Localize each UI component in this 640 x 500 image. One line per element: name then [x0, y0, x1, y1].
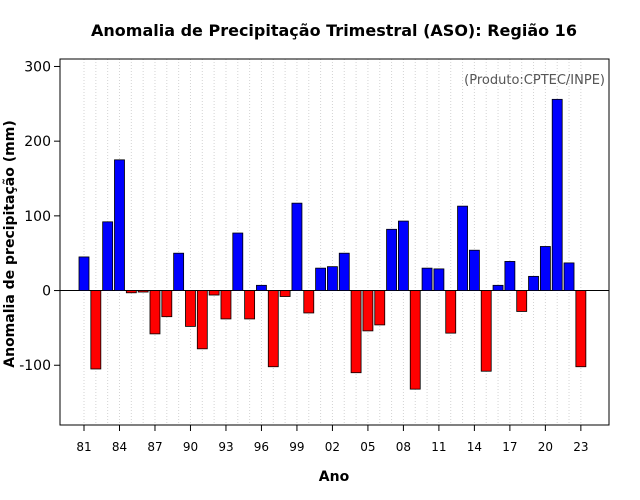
bar-07 [386, 228, 397, 291]
chart-title: Anomalia de Precipitação Trimestral (ASO… [91, 21, 577, 40]
x-axis-label: Ano [319, 469, 350, 485]
bar-84 [114, 159, 125, 291]
bar-05 [362, 290, 374, 332]
bar-94 [232, 232, 244, 291]
x-tick-label: 20 [538, 440, 553, 454]
bar-86 [137, 290, 149, 293]
bar-99 [291, 202, 303, 291]
y-tick-label: 300 [24, 59, 51, 75]
bar-82 [90, 290, 102, 370]
bar-96 [256, 284, 267, 291]
bar-85 [125, 290, 137, 294]
x-tick-label: 87 [147, 440, 162, 454]
y-tick-label: 200 [24, 134, 51, 150]
x-tick-label: 05 [360, 440, 375, 454]
y-tick-label: 0 [42, 284, 51, 300]
bar-20 [539, 246, 551, 291]
x-tick-label: 96 [254, 440, 269, 454]
x-tick-label: 93 [218, 440, 233, 454]
y-tick-label: -100 [19, 358, 51, 374]
bar-15 [480, 290, 492, 372]
bar-08 [398, 220, 409, 291]
bar-01 [315, 267, 327, 291]
x-tick-label: 17 [502, 440, 517, 454]
bar-02 [327, 266, 338, 291]
bar-90 [185, 290, 196, 327]
plot-frame [59, 58, 610, 426]
x-tick-label: 84 [112, 440, 127, 454]
bar-83 [102, 221, 114, 291]
x-tick-label: 14 [467, 440, 482, 454]
bar-95 [244, 290, 256, 320]
bar-06 [374, 290, 386, 326]
bar-98 [279, 290, 291, 297]
bar-19 [528, 275, 539, 291]
bar-88 [161, 290, 173, 318]
bars [78, 98, 587, 390]
x-tick-label: 02 [325, 440, 340, 454]
bar-03 [338, 252, 350, 291]
x-tick-label: 99 [289, 440, 304, 454]
x-axis: 81 84 87 90 93 96 99 02 05 08 11 14 17 20 23 [76, 425, 589, 454]
x-tick-label: 08 [396, 440, 411, 454]
chart-annotation: (Produto:CPTEC/INPE) [464, 73, 605, 88]
bar-91 [196, 290, 208, 350]
bar-93 [220, 290, 232, 320]
bar-09 [409, 290, 421, 390]
bar-14 [468, 249, 480, 291]
bar-12 [445, 290, 457, 334]
grid-lines [83, 59, 582, 425]
x-tick-label: 11 [431, 440, 446, 454]
bar-89 [173, 252, 185, 291]
y-tick-label: 100 [24, 209, 51, 225]
x-tick-label: 90 [183, 440, 198, 454]
bar-18 [516, 290, 528, 312]
bar-97 [267, 290, 279, 368]
x-tick-label: 23 [573, 440, 588, 454]
bar-11 [433, 268, 445, 291]
y-axis-label: Anomalia de precipitação (mm) [2, 120, 18, 367]
bar-22 [563, 262, 575, 291]
bar-00 [303, 290, 315, 314]
bar-21 [551, 98, 563, 291]
bar-04 [350, 290, 362, 374]
y-axis: -100 0 100 200 300 [19, 59, 60, 374]
bar-81 [78, 256, 90, 291]
bar-92 [208, 290, 220, 296]
bar-23 [575, 290, 587, 368]
bar-87 [149, 290, 161, 335]
bar-17 [504, 261, 516, 291]
x-tick-label: 81 [76, 440, 91, 454]
bar-16 [492, 284, 504, 291]
bar-10 [421, 267, 433, 291]
bar-13 [457, 205, 468, 291]
